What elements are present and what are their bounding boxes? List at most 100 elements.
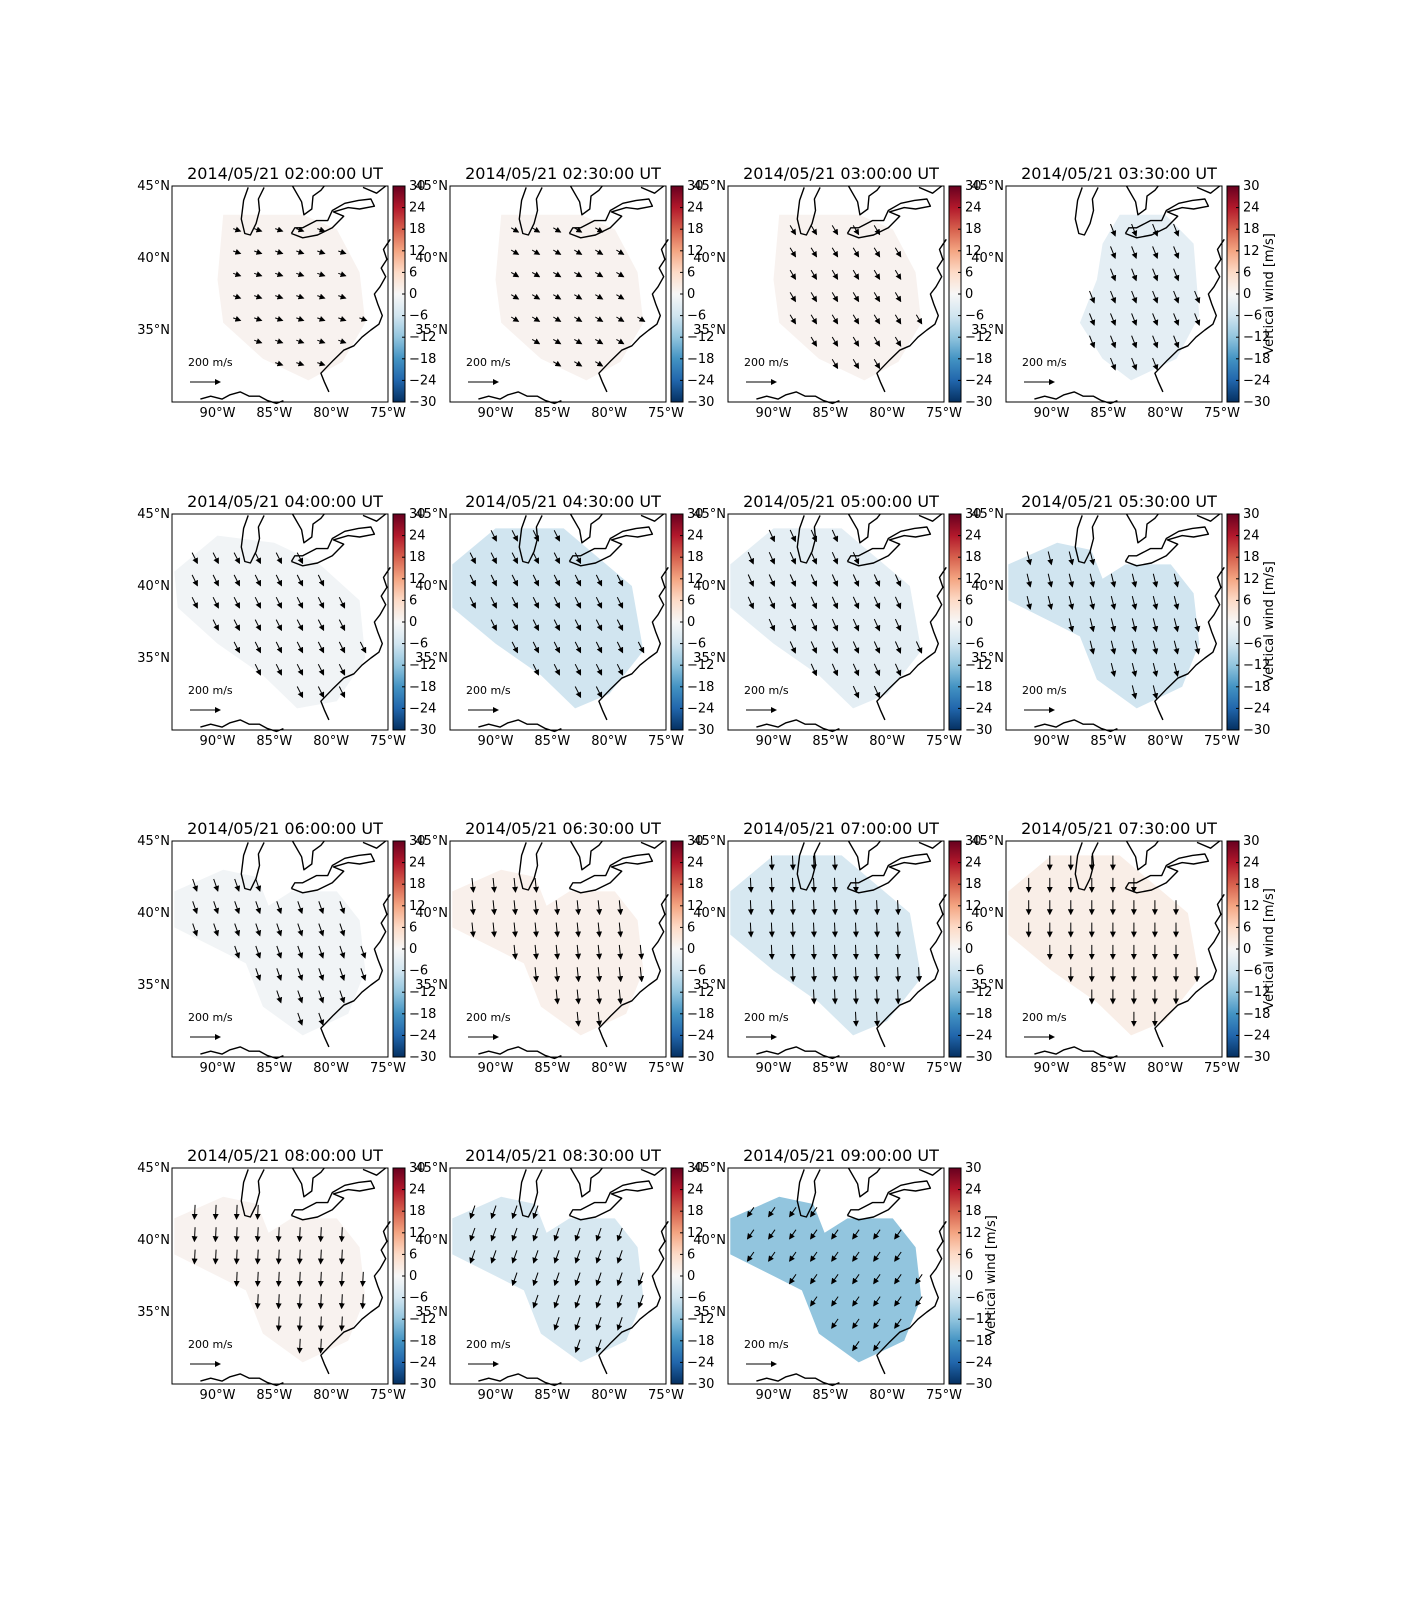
wind-arrow	[574, 249, 583, 255]
panel-title: 2014/05/21 02:30:00 UT	[465, 164, 661, 183]
wind-arrow	[233, 552, 240, 565]
wind-arrow	[810, 663, 818, 677]
wind-arrow	[575, 944, 582, 960]
wind-arrow	[233, 226, 242, 233]
wind-arrow	[894, 641, 902, 654]
wind-arrow	[617, 922, 624, 938]
colorbar-tick-label: −24	[409, 701, 436, 716]
wind-arrows	[192, 878, 367, 1026]
lat-tick-label: 45°N	[137, 834, 170, 849]
wind-arrow	[491, 922, 497, 938]
wind-arrow	[747, 900, 754, 916]
wind-arrows	[746, 1207, 923, 1352]
wind-arrow	[1110, 595, 1117, 610]
wind-arrow	[810, 989, 817, 1005]
colorbar-label: Vertical wind [m/s]	[1262, 888, 1277, 1010]
wind-arrow	[553, 1227, 560, 1242]
lon-tick-label: 90°W	[756, 1061, 792, 1076]
wind-arrow	[1152, 640, 1159, 655]
colorbar-tick-label: −6	[409, 964, 428, 979]
wind-arrow	[512, 877, 518, 893]
colorbar-tick-label: 18	[409, 1204, 426, 1219]
wind-arrow	[531, 249, 541, 255]
colorbar-label: Vertical wind [m/s]	[1262, 561, 1277, 683]
wind-arrows	[191, 1204, 366, 1354]
wind-arrow	[532, 1250, 539, 1264]
lat-tick-label: 45°N	[415, 834, 448, 849]
map-panel: 200 m/s 2014/05/21 08:30:00 UT 90°W 85°W 80°…	[415, 1146, 714, 1403]
colorbar-tick-label: 24	[1243, 529, 1260, 544]
wind-arrow	[638, 967, 645, 983]
lat-tick-label: 35°N	[415, 978, 448, 993]
wind-arrow	[1173, 290, 1180, 304]
wind-arrow	[789, 292, 797, 303]
colorbar-tick-label: 18	[965, 222, 982, 237]
wind-arrow	[297, 901, 304, 915]
wind-arrow	[852, 1274, 860, 1285]
wind-arrow	[553, 596, 560, 609]
wind-arrow	[338, 1249, 345, 1265]
wind-arrow	[554, 922, 561, 938]
colorbar-tick-label: 0	[965, 287, 973, 302]
colorbar-tick-label: −24	[687, 701, 714, 716]
great-lakes-outline	[568, 198, 654, 239]
vertical-wind-patch	[730, 855, 922, 1036]
great-lakes-outline	[1125, 840, 1159, 871]
wind-arrow	[575, 1011, 582, 1027]
wind-arrow	[317, 1338, 324, 1354]
great-lakes-outline	[847, 185, 881, 216]
east-coastline	[876, 566, 947, 721]
colorbar-tick-label: 24	[1243, 856, 1260, 871]
wind-arrow	[810, 641, 818, 654]
colorbar-label: Vertical wind [m/s]	[984, 1215, 999, 1337]
lon-tick-label: 80°W	[313, 734, 349, 749]
wind-arrow	[469, 877, 476, 893]
vertical-wind-patch	[1008, 855, 1200, 1036]
east-coastline	[598, 238, 669, 393]
great-lakes-outline	[291, 185, 325, 216]
wind-arrow	[874, 1011, 881, 1027]
wind-arrow	[616, 663, 624, 676]
wind-arrow	[1173, 662, 1180, 677]
lon-tick-label: 85°W	[812, 1388, 848, 1403]
colorbar-tick-label: 12	[409, 1226, 426, 1241]
wind-arrow	[233, 596, 240, 609]
wind-arrow	[254, 552, 261, 565]
lon-tick-label: 85°W	[534, 406, 570, 421]
wind-arrow	[296, 1227, 303, 1243]
wind-arrows	[469, 1205, 644, 1354]
great-lakes-outline	[796, 187, 821, 236]
colorbar-tick-label: 12	[687, 572, 704, 587]
wind-arrow	[1194, 290, 1201, 304]
wind-arrow	[554, 900, 561, 916]
wind-arrow	[318, 945, 325, 959]
great-lakes-outline	[362, 185, 387, 194]
colorbar-tick-label: −24	[687, 1028, 714, 1043]
wind-arrow	[531, 293, 541, 300]
wind-arrow	[191, 1249, 198, 1265]
wind-arrow	[255, 923, 262, 937]
wind-arrow	[616, 1294, 623, 1309]
wind-arrow	[1110, 618, 1117, 633]
wind-arrow	[638, 944, 645, 960]
wind-arrow	[595, 338, 604, 345]
wind-arrow	[275, 1271, 282, 1287]
wind-arrow	[595, 686, 603, 699]
colorbar-tick-label: 18	[409, 550, 426, 565]
wind-arrow	[191, 596, 198, 609]
colorbar-tick-label: 30	[687, 179, 704, 194]
wind-arrow	[317, 619, 325, 632]
wind-arrow	[339, 990, 346, 1004]
panel-title: 2014/05/21 07:00:00 UT	[743, 819, 939, 838]
wind-arrow	[296, 641, 304, 654]
lon-tick-label: 75°W	[1204, 406, 1240, 421]
colorbar: 30 24 18 12 6 0 −6 −12 −18 −24 −30	[392, 507, 436, 738]
colorbar-tick-label: 6	[687, 265, 695, 280]
wind-arrows	[747, 529, 923, 699]
lat-tick-label: 40°N	[415, 579, 448, 594]
lat-tick-label: 45°N	[137, 1161, 170, 1176]
wind-arrow	[275, 1227, 282, 1243]
wind-arrow	[338, 1271, 345, 1287]
lat-tick-label: 35°N	[971, 978, 1004, 993]
wind-arrow	[510, 271, 520, 278]
